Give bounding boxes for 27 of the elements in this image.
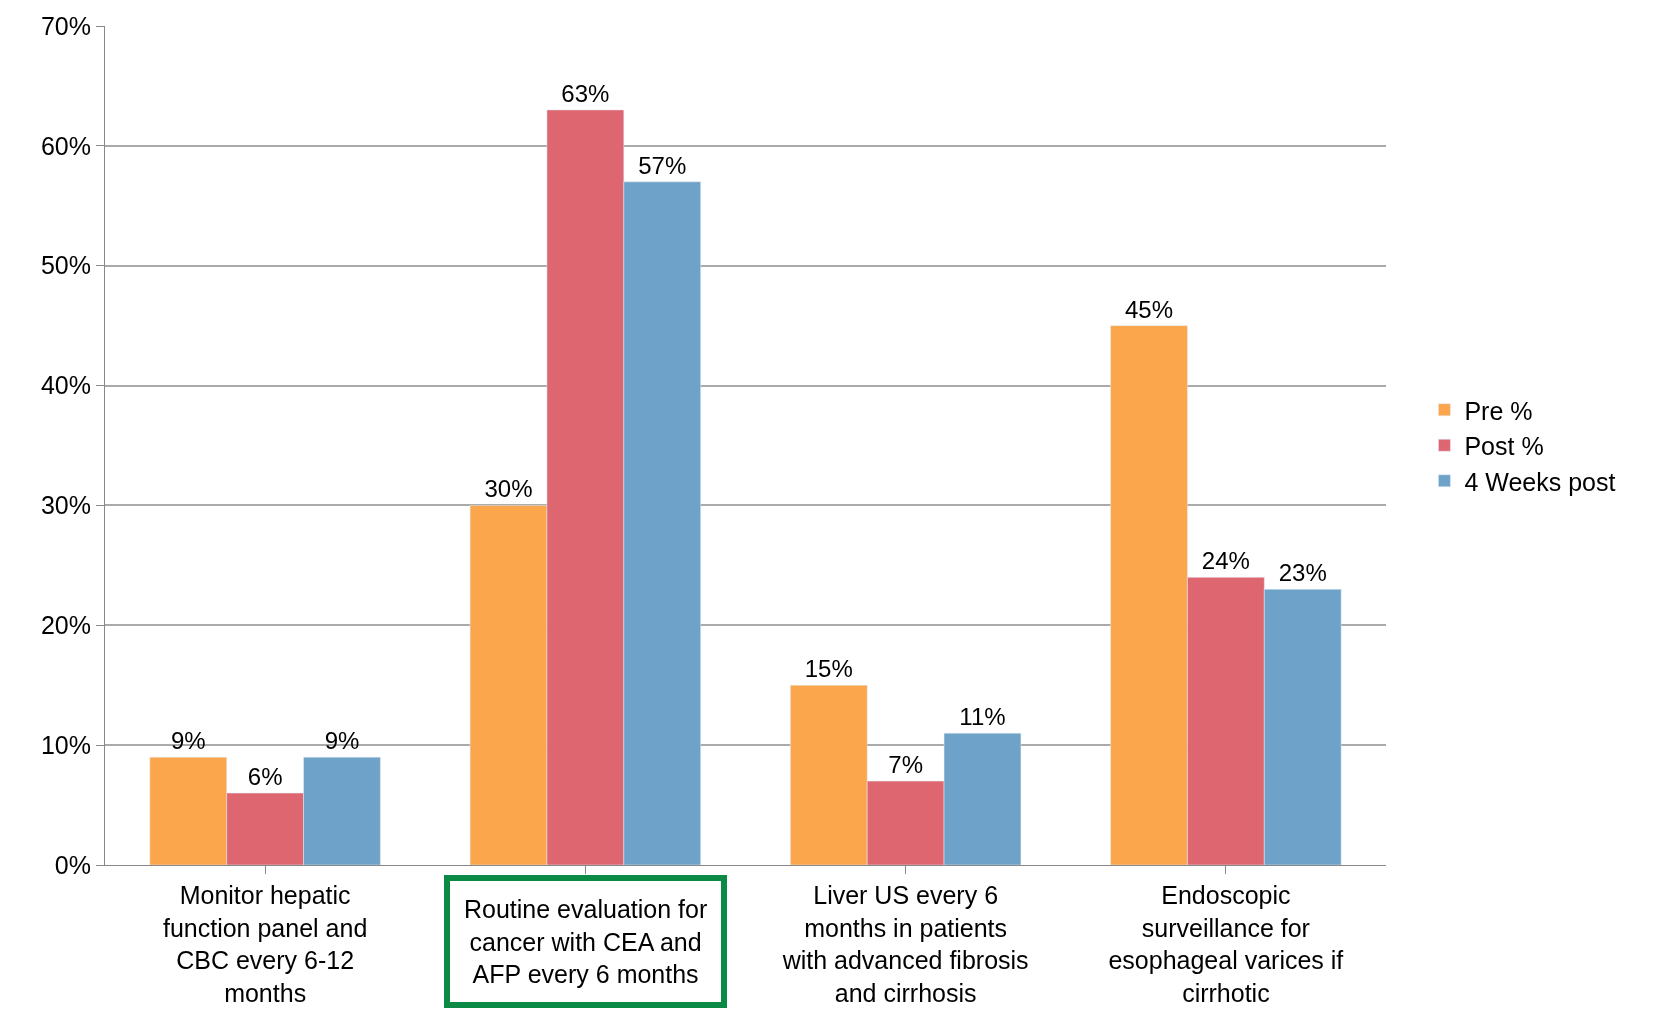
data-label: 24%: [1201, 547, 1250, 575]
data-label: 9%: [170, 727, 206, 755]
data-label: 45%: [1125, 295, 1174, 323]
data-label: 7%: [888, 751, 923, 779]
x-tick-label: Endoscopic surveillance for esophageal varices if cirrhotic: [1108, 881, 1344, 1007]
y-tick-label: 60%: [40, 131, 91, 160]
data-label: 63%: [561, 79, 610, 107]
x-tick-label: Routine evaluation for cancer with CEA and AFP every 6 months: [464, 895, 708, 988]
legend-label: 4 Weeks post: [1464, 467, 1616, 496]
y-tick-label: 40%: [40, 371, 91, 400]
y-tick-label: 0%: [54, 850, 91, 879]
legend-label: Pre %: [1464, 396, 1533, 425]
data-label: 11%: [959, 703, 1006, 731]
y-tick-label: 30%: [40, 491, 91, 520]
y-tick-label: 10%: [40, 730, 91, 759]
data-label: 23%: [1278, 559, 1327, 587]
x-tick-label: Monitor hepatic function panel and CBC every 6-12 months: [162, 881, 368, 1007]
data-label: 57%: [638, 151, 687, 179]
y-tick-label: 50%: [40, 251, 91, 280]
data-label: 30%: [484, 475, 533, 503]
x-tick-label: Liver US every 6 months in patients with advanced fibrosis and cirrhosis: [781, 881, 1029, 1007]
y-tick-label: 20%: [40, 611, 91, 640]
data-label: 6%: [247, 763, 283, 791]
legend-label: Post %: [1464, 432, 1544, 460]
data-label: 9%: [324, 727, 360, 755]
data-label: 15%: [804, 655, 853, 683]
y-tick-label: 70%: [40, 11, 91, 40]
